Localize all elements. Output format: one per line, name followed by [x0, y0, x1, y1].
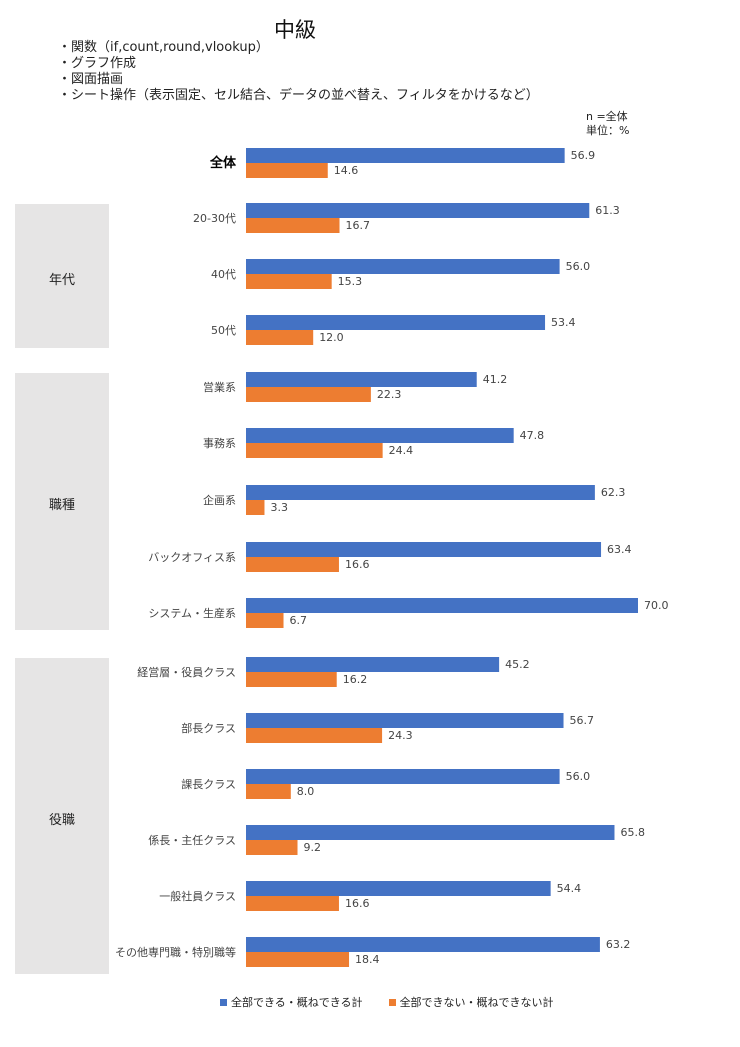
bar-can [246, 148, 565, 163]
bar-cannot [246, 784, 291, 799]
bar-can [246, 598, 638, 613]
value-label-cannot: 12.0 [319, 331, 344, 344]
topic-item: ・シート操作（表示固定、セル結合、データの並べ替え、フィルタをかけるなど） [58, 88, 539, 103]
value-label-cannot: 14.6 [334, 164, 359, 177]
value-label-can: 62.3 [601, 486, 626, 499]
category-label: 経営層・役員クラス [137, 665, 236, 679]
category-label: システム・生産系 [148, 606, 236, 620]
group-label-age: 年代 [48, 273, 75, 288]
chart-title: 中級 [274, 18, 316, 42]
legend-label-can: 全部できる・概ねできる計 [231, 996, 363, 1009]
category-label: 係長・主任クラス [148, 834, 236, 847]
bar-cannot [246, 896, 339, 911]
group-box-position [15, 658, 109, 974]
bar-can [246, 713, 564, 728]
bar-cannot [246, 163, 328, 178]
value-label-cannot: 16.2 [343, 673, 368, 686]
unit-note: 単位：% [586, 124, 630, 137]
legend-item-cannot: 全部できない・概ねできない計 [388, 994, 554, 1010]
legend-label-cannot: 全部できない・概ねできない計 [399, 996, 554, 1009]
category-label: 50代 [211, 324, 236, 337]
legend-swatch-blue [220, 998, 227, 1006]
bar-can [246, 657, 500, 672]
bar-cannot [246, 728, 383, 743]
group-label-job-type: 職種 [48, 498, 75, 513]
value-label-cannot: 24.4 [389, 444, 414, 457]
category-label: 営業系 [203, 380, 236, 394]
value-label-cannot: 3.3 [270, 501, 288, 514]
legend: 全部できる・概ねできる計 全部できない・概ねできない計 [220, 994, 554, 1010]
bar-cannot [246, 672, 337, 687]
value-label-cannot: 22.3 [377, 388, 402, 401]
value-label-can: 56.0 [566, 770, 591, 783]
bar-cannot [246, 952, 350, 967]
bar-can [246, 428, 514, 443]
bar-cannot [246, 613, 284, 628]
value-label-cannot: 16.6 [345, 897, 370, 910]
topic-list: ・関数（if,count,round,vlookup） ・グラフ作成 ・図面描画… [58, 40, 539, 104]
legend-swatch-orange [388, 998, 396, 1006]
bar-cannot [246, 840, 298, 855]
bar-can [246, 485, 595, 500]
bar-cannot [246, 500, 265, 515]
bar-can [246, 315, 546, 330]
bar-cannot [246, 443, 383, 458]
value-label-cannot: 9.2 [304, 841, 322, 854]
bar-can [246, 259, 560, 274]
category-label: 20-30代 [193, 212, 236, 225]
category-label: バックオフィス系 [148, 551, 236, 564]
value-label-can: 61.3 [595, 204, 620, 217]
group-box-job-type [15, 373, 109, 630]
bar-cannot [246, 387, 371, 402]
topic-item: ・図面描画 [58, 72, 124, 87]
value-label-cannot: 6.7 [290, 614, 308, 627]
category-label: 課長クラス [181, 777, 236, 791]
topic-item: ・グラフ作成 [58, 56, 137, 71]
bar-can [246, 937, 600, 952]
bar-can [246, 825, 615, 840]
value-label-can: 56.7 [570, 714, 595, 727]
group-box-age [15, 204, 109, 348]
value-label-cannot: 18.4 [355, 953, 380, 966]
value-label-cannot: 24.3 [388, 729, 413, 742]
topic-item: ・関数（if,count,round,vlookup） [58, 40, 269, 55]
bar-cannot [246, 557, 339, 572]
bar-cannot [246, 218, 340, 233]
bar-can [246, 881, 551, 896]
value-label-can: 63.2 [606, 938, 631, 951]
bar-can [246, 542, 602, 557]
value-label-can: 54.4 [557, 882, 582, 895]
sample-note: n =全体 [586, 110, 628, 123]
value-label-can: 70.0 [644, 599, 669, 612]
group-label-position: 役職 [48, 813, 75, 828]
category-label: その他専門職・特別職等 [115, 945, 236, 959]
category-label: 40代 [211, 268, 236, 281]
value-label-cannot: 16.7 [346, 219, 371, 232]
category-label: 企画系 [203, 493, 236, 507]
category-label: 部長クラス [181, 721, 236, 735]
value-label-can: 65.8 [620, 826, 645, 839]
bar-can [246, 372, 477, 387]
category-label: 全体 [209, 155, 237, 171]
value-label-can: 45.2 [505, 658, 530, 671]
category-label: 一般社員クラス [159, 889, 236, 903]
bar-can [246, 769, 560, 784]
value-label-can: 63.4 [607, 543, 632, 556]
value-label-cannot: 16.6 [345, 558, 370, 571]
bar-cannot [246, 330, 314, 345]
value-label-can: 41.2 [483, 373, 508, 386]
value-label-cannot: 8.0 [297, 785, 315, 798]
value-label-can: 56.0 [566, 260, 591, 273]
value-label-cannot: 15.3 [338, 275, 363, 288]
bar-can [246, 203, 590, 218]
value-label-can: 53.4 [551, 316, 576, 329]
legend-item-can: 全部できる・概ねできる計 [220, 994, 363, 1010]
category-label: 事務系 [203, 436, 236, 450]
bar-cannot [246, 274, 332, 289]
value-label-can: 56.9 [571, 149, 596, 162]
value-label-can: 47.8 [520, 429, 545, 442]
